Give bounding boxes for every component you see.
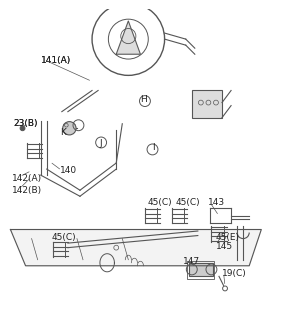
Text: 142(B): 142(B) xyxy=(12,186,42,195)
Text: I: I xyxy=(152,143,155,152)
Text: 147: 147 xyxy=(183,257,200,266)
Text: 145: 145 xyxy=(216,242,233,251)
Text: 45(C): 45(C) xyxy=(175,198,200,207)
Text: 45(C): 45(C) xyxy=(148,198,173,207)
Text: 141(A): 141(A) xyxy=(41,56,71,65)
Text: 142(A): 142(A) xyxy=(12,174,42,183)
Text: J: J xyxy=(100,139,102,148)
Circle shape xyxy=(20,126,25,131)
Text: 19(C): 19(C) xyxy=(222,269,247,278)
Polygon shape xyxy=(116,21,140,54)
Text: 140: 140 xyxy=(60,166,77,175)
Bar xyxy=(187,261,214,279)
Polygon shape xyxy=(10,229,261,266)
Text: K: K xyxy=(60,128,66,137)
Text: 45(E): 45(E) xyxy=(216,233,240,242)
Text: 141(A): 141(A) xyxy=(41,56,71,65)
Text: H: H xyxy=(140,95,147,104)
Text: 143: 143 xyxy=(208,198,225,207)
Text: 23(B): 23(B) xyxy=(13,119,38,128)
Text: 45(C): 45(C) xyxy=(51,233,76,242)
Text: 23(B): 23(B) xyxy=(13,119,38,128)
Circle shape xyxy=(63,122,76,135)
Bar xyxy=(192,91,222,118)
Bar xyxy=(189,263,213,276)
